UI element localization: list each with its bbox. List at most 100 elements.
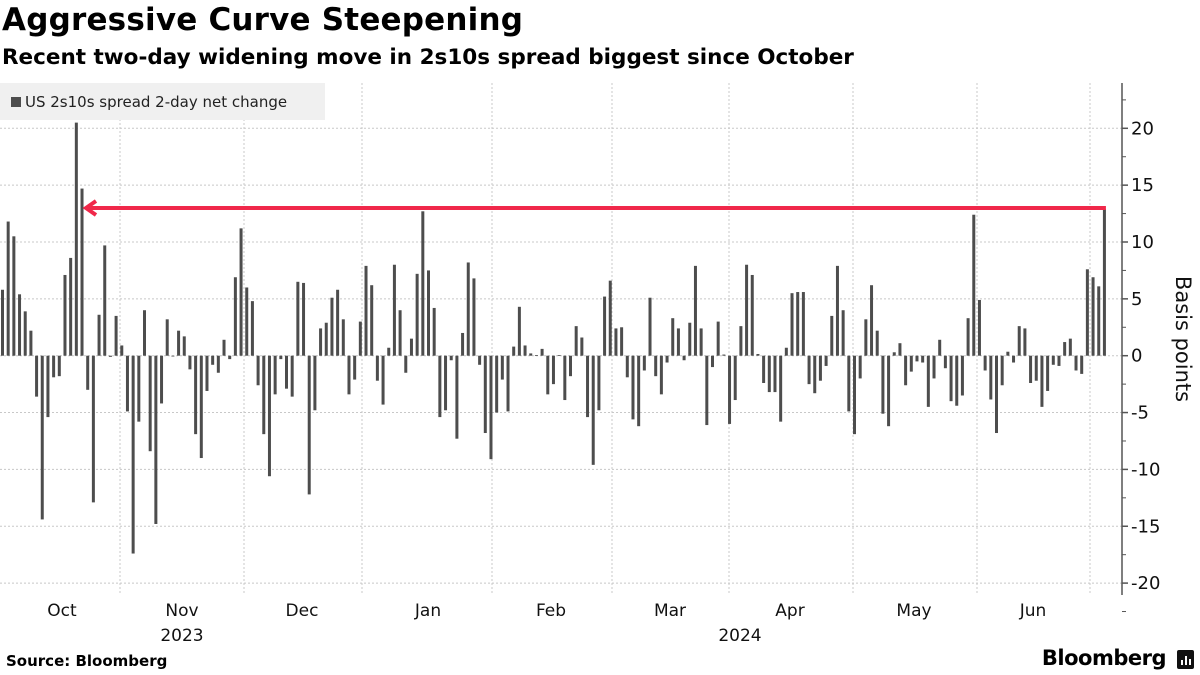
bar — [739, 326, 743, 356]
bar — [693, 265, 697, 356]
bar — [1080, 355, 1084, 374]
bar — [483, 355, 487, 434]
bar — [1017, 326, 1021, 356]
bar — [989, 355, 993, 400]
bar — [711, 355, 714, 368]
bar — [938, 339, 942, 356]
bar — [86, 355, 90, 390]
bar — [563, 355, 567, 401]
bar — [307, 355, 311, 495]
bar — [512, 346, 516, 356]
bar — [904, 355, 908, 386]
legend-label: US 2s10s spread 2-day net change — [25, 92, 288, 111]
bar — [881, 355, 885, 414]
bar — [529, 353, 533, 356]
bar — [80, 188, 84, 356]
bar — [239, 228, 243, 356]
bar — [387, 347, 391, 356]
legend: US 2s10s spread 2-day net change — [0, 83, 325, 120]
bar — [1034, 355, 1038, 381]
bar — [654, 355, 658, 377]
bloomberg-logo: Bloomberg — [1041, 646, 1167, 670]
bar — [603, 296, 607, 356]
bar — [716, 321, 720, 356]
bar — [375, 355, 379, 381]
bar — [1051, 355, 1055, 365]
bar — [551, 355, 555, 385]
bar — [608, 280, 612, 356]
y-axis: 20 15 10 5 0 -5 -10 -15 -20 — [1121, 83, 1160, 613]
source-note: Source: Bloomberg — [6, 652, 168, 670]
bar — [784, 347, 788, 356]
bar — [364, 265, 368, 356]
grid — [0, 83, 1122, 595]
bar — [194, 355, 198, 435]
bar — [1097, 286, 1101, 356]
bar — [131, 355, 135, 554]
bar — [835, 265, 839, 356]
y-tick-label: -10 — [1131, 459, 1160, 480]
bar — [290, 355, 294, 397]
bar — [773, 355, 777, 393]
bar — [966, 318, 970, 356]
bar — [813, 355, 817, 394]
bar — [824, 355, 828, 366]
bar — [671, 318, 675, 356]
chart-title: Aggressive Curve Steepening — [2, 2, 524, 38]
bar — [762, 355, 766, 383]
bar — [381, 355, 385, 405]
x-month-label: Oct — [47, 601, 77, 621]
x-month-label: May — [896, 601, 931, 621]
bar — [449, 355, 453, 361]
bar — [926, 355, 930, 407]
bar — [438, 355, 442, 418]
bar — [699, 328, 703, 356]
bar — [597, 355, 601, 411]
bar — [415, 273, 419, 356]
bar — [103, 245, 107, 356]
bar — [370, 285, 374, 356]
y-tick-label: 20 — [1131, 118, 1154, 139]
bar — [960, 355, 964, 396]
bar — [165, 319, 169, 356]
bar — [1085, 269, 1089, 356]
bar — [421, 211, 425, 356]
bar — [796, 292, 800, 356]
bar — [199, 355, 203, 459]
x-month-label: Dec — [286, 601, 319, 621]
bar — [756, 353, 760, 356]
bar — [177, 330, 181, 356]
bar — [801, 292, 805, 356]
bar — [870, 285, 874, 356]
bar — [52, 355, 56, 378]
x-year-label: 2024 — [718, 626, 761, 646]
bar — [972, 214, 976, 356]
bars — [1, 122, 1106, 554]
bar — [330, 297, 334, 356]
y-tick-label: 10 — [1131, 232, 1154, 253]
bar — [887, 355, 891, 427]
bar — [1057, 355, 1061, 366]
bar — [1000, 355, 1004, 386]
bar — [188, 355, 192, 370]
bar — [1040, 355, 1044, 407]
arrow-head-icon — [82, 199, 98, 217]
bar — [983, 355, 987, 371]
bar — [767, 355, 771, 393]
bar — [489, 355, 493, 460]
bar — [517, 306, 521, 356]
bar — [341, 319, 345, 356]
bar — [500, 355, 504, 380]
x-month-label: Feb — [536, 601, 566, 621]
bar — [909, 355, 913, 372]
bar — [534, 355, 538, 356]
bar — [659, 355, 663, 395]
bar — [523, 345, 527, 356]
bar — [154, 355, 158, 524]
bar — [631, 355, 635, 420]
bar — [750, 274, 754, 356]
bar — [1, 289, 4, 356]
bar — [1023, 328, 1027, 356]
bar — [404, 355, 408, 373]
